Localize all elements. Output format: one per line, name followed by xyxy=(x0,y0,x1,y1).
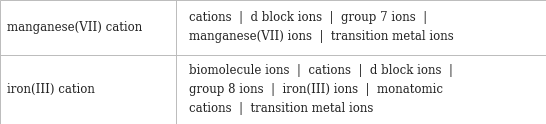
Text: iron(III) cation: iron(III) cation xyxy=(7,83,94,96)
Text: manganese(VII) cation: manganese(VII) cation xyxy=(7,21,142,34)
Text: biomolecule ions  |  cations  |  d block ions  |: biomolecule ions | cations | d block ion… xyxy=(189,64,453,77)
Text: group 8 ions  |  iron(III) ions  |  monatomic: group 8 ions | iron(III) ions | monatomi… xyxy=(189,83,443,96)
Text: cations  |  transition metal ions: cations | transition metal ions xyxy=(189,102,374,115)
Text: cations  |  d block ions  |  group 7 ions  |: cations | d block ions | group 7 ions | xyxy=(189,11,428,24)
Text: manganese(VII) ions  |  transition metal ions: manganese(VII) ions | transition metal i… xyxy=(189,30,454,43)
